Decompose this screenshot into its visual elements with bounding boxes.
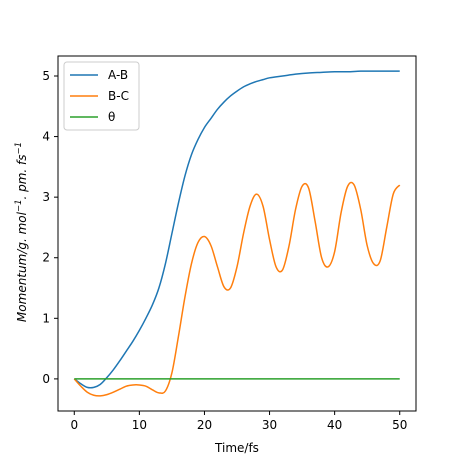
y-tick-label: 1 (42, 311, 50, 325)
y-tick-label: 4 (42, 130, 50, 144)
x-axis-label: Time/fs (214, 441, 259, 455)
y-tick-label: 2 (42, 251, 50, 265)
y-tick-label: 3 (42, 190, 50, 204)
x-axis: 0 10 20 30 40 50 (70, 411, 407, 432)
legend: A-B B-C θ (63, 61, 140, 131)
x-tick-label: 0 (70, 418, 78, 432)
legend-label: B-C (108, 89, 129, 103)
x-tick-label: 20 (197, 418, 212, 432)
legend-label: θ (108, 110, 115, 124)
x-tick-label: 40 (327, 418, 342, 432)
axes-frame (57, 55, 417, 412)
x-tick-label: 50 (392, 418, 407, 432)
x-tick-label: 10 (132, 418, 147, 432)
legend-label: A-B (108, 68, 128, 82)
y-tick-label: 5 (42, 69, 50, 83)
series-line-1 (73, 181, 401, 397)
y-tick-label: 0 (42, 372, 50, 386)
y-axis-label: Momentum/g. mol−1. pm. fs−1 (14, 142, 29, 322)
plot-area (73, 70, 401, 397)
y-axis: 0 1 2 3 4 5 (42, 69, 58, 386)
x-tick-label: 30 (262, 418, 277, 432)
series-line-0 (73, 70, 400, 389)
legend-box (63, 61, 140, 131)
